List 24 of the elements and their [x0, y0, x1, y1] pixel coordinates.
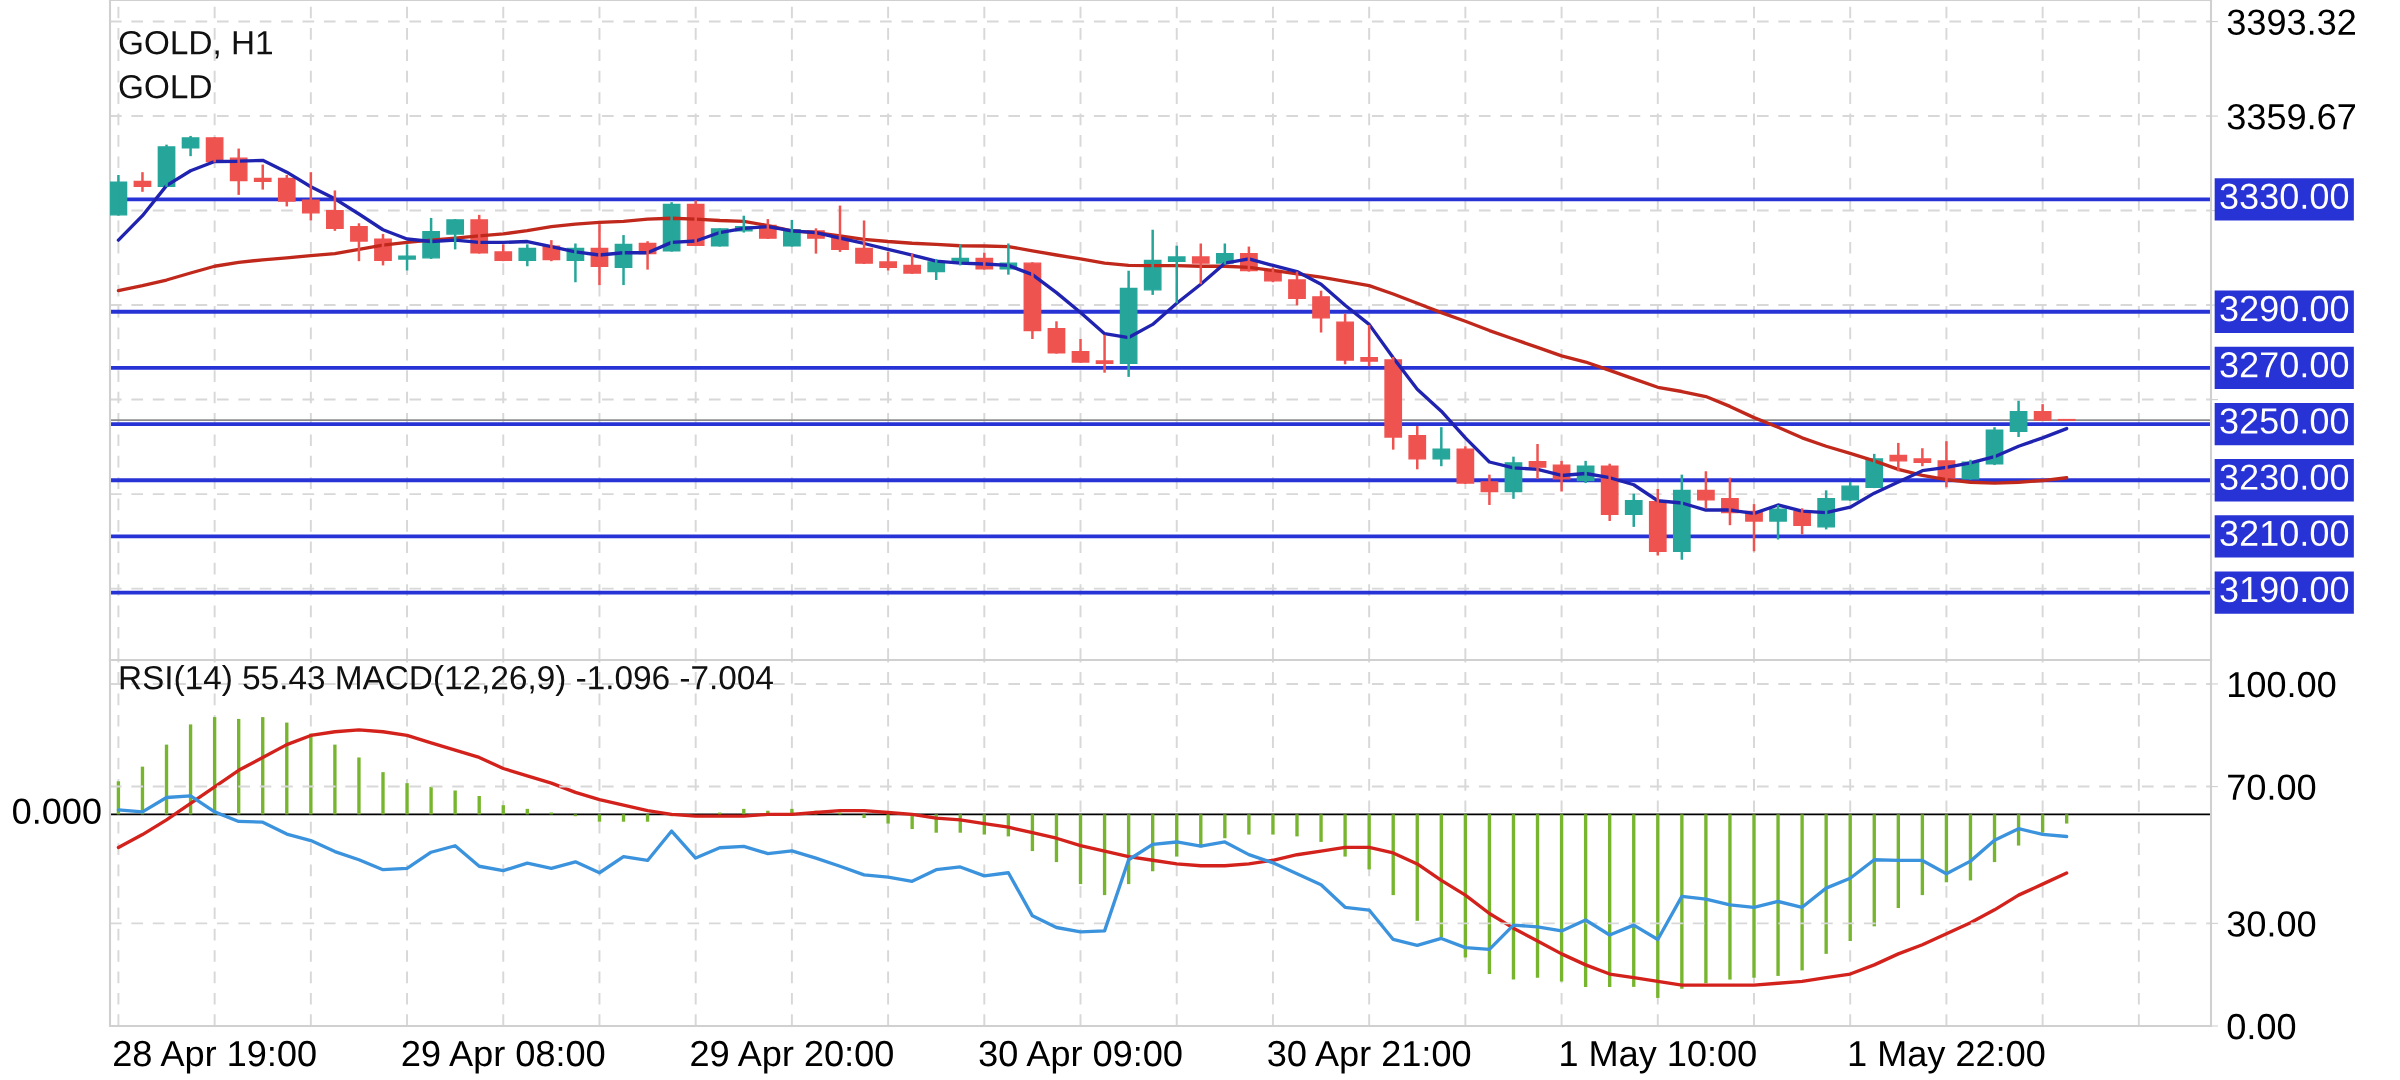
- x-tick-label: 29 Apr 08:00: [402, 1040, 605, 1074]
- y-tick-label: 3359.67: [2227, 103, 2355, 130]
- ref-line-label: 3210.00: [2220, 520, 2349, 547]
- x-tick-label: 28 Apr 19:00: [114, 1040, 316, 1074]
- text: GOLD: [119, 74, 211, 99]
- chart-title: RSI(14) 55.43 MACD(12,26,9) -1.096 -7.004: [120, 665, 773, 697]
- text: GOLD, H1: [119, 30, 272, 59]
- y-tick-label: 0.00: [2227, 1013, 2296, 1040]
- ref-line-label: 3190.00: [2220, 576, 2349, 603]
- x-tick-label: 30 Apr 21:00: [1268, 1040, 1471, 1074]
- ref-line-label: 3330.00: [2220, 183, 2349, 210]
- ref-line-label: 3230.00: [2220, 464, 2349, 490]
- ref-line-label: 3290.00: [2220, 295, 2349, 322]
- y-tick-label: 30.00: [2227, 911, 2316, 937]
- x-tick-label: 29 Apr 20:00: [691, 1040, 893, 1074]
- y-tick-label: 70.00: [2228, 774, 2316, 800]
- x-tick-label: 1 May 10:00: [1561, 1040, 1756, 1074]
- y-tick-label: 100.00: [2229, 671, 2336, 698]
- y-tick-label: 3393.32: [2227, 9, 2355, 36]
- x-tick-label: 30 Apr 09:00: [979, 1040, 1182, 1074]
- ref-line-label: 3270.00: [2220, 352, 2349, 378]
- ref-line-label: 3250.00: [2220, 408, 2349, 434]
- text: 0.000: [13, 798, 101, 825]
- x-tick-label: 1 May 22:00: [1849, 1040, 2045, 1074]
